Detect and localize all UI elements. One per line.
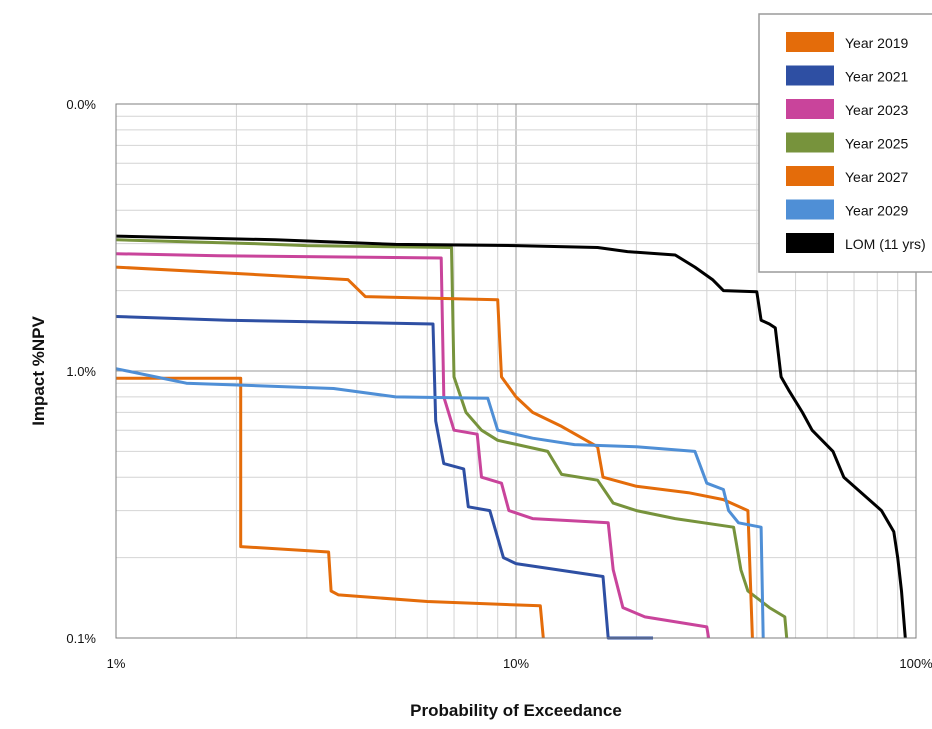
legend-swatch-5 bbox=[786, 166, 834, 186]
y-tick-label: 1.0% bbox=[66, 364, 96, 379]
legend-label-3: Year 2023 bbox=[845, 102, 909, 118]
legend: Year 2019 Year 2021 Year 2023 Year 2025 Year… bbox=[758, 13, 932, 273]
x-tick-label: 100% bbox=[899, 656, 932, 671]
legend-swatch-1 bbox=[786, 32, 834, 52]
y-tick-label: 0.1% bbox=[66, 631, 96, 646]
legend-label-1: Year 2019 bbox=[845, 35, 909, 51]
series-line-7 bbox=[115, 234, 907, 639]
series-line-1 bbox=[116, 376, 545, 639]
legend-label-2: Year 2021 bbox=[845, 69, 909, 85]
legend-label-5: Year 2027 bbox=[845, 169, 909, 185]
x-axis-title: Probability of Exceedance bbox=[410, 701, 622, 720]
legend-swatch-6 bbox=[786, 199, 834, 220]
series-line-6 bbox=[115, 367, 765, 639]
legend-label-4: Year 2025 bbox=[845, 136, 909, 152]
legend-swatch-2 bbox=[786, 65, 834, 86]
plot-frame bbox=[115, 103, 917, 639]
legend-label-7: LOM (11 yrs) bbox=[845, 236, 926, 252]
x-tick-label: 10% bbox=[503, 656, 529, 671]
series-line-5 bbox=[115, 265, 754, 639]
y-axis-title: Impact %NPV bbox=[29, 316, 48, 426]
legend-label-6: Year 2029 bbox=[845, 203, 909, 219]
series-line-4 bbox=[115, 238, 789, 639]
legend-swatch-4 bbox=[786, 132, 834, 153]
y-tick-label: 0.0% bbox=[66, 97, 96, 112]
series-line-3 bbox=[115, 252, 711, 639]
series-line-2 bbox=[115, 315, 653, 640]
x-tick-label: 1% bbox=[107, 656, 126, 671]
legend-swatch-7 bbox=[786, 233, 834, 253]
axes: 1% 10% 100% 0.1% 1.0% 0.0% Probability of Exce… bbox=[29, 97, 932, 720]
series-lines bbox=[115, 234, 907, 640]
legend-swatch-3 bbox=[786, 99, 834, 119]
